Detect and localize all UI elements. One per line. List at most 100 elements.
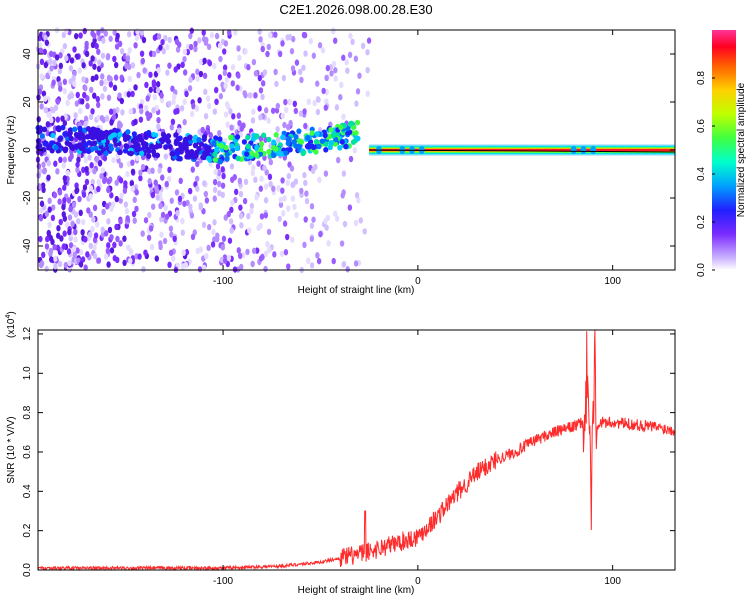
spectrogram-noise-cell — [189, 212, 195, 219]
spectrogram-noise-cell — [347, 204, 353, 211]
spectrogram-signal-cell — [117, 131, 123, 138]
spectrogram-signal-cell — [37, 142, 43, 149]
spectrogram-signal-cell — [83, 142, 89, 148]
spectrogram-noise-cell — [156, 33, 162, 40]
spectrogram-noise-cell — [285, 34, 290, 41]
snr-y-scale-base: (x10 — [6, 318, 17, 338]
spectrogram-signal-cell — [163, 144, 169, 150]
spectrogram-noise-cell — [102, 85, 108, 92]
spectrogram-noise-cell — [303, 179, 308, 187]
colorbar-ticks: 0.0 0.2 0.4 0.6 0.8 — [696, 71, 715, 277]
spectrogram-signal-cell — [89, 141, 95, 147]
spectrogram-noise-cell — [62, 42, 68, 50]
spectrogram-noise-cell — [58, 156, 63, 164]
spectrogram-noise-cell — [238, 212, 244, 220]
spectrogram-noise-cell — [189, 27, 194, 34]
snr-y-ticks: 0.0 0.2 0.4 0.6 0.8 1.0 1.2 — [22, 327, 675, 577]
spectrogram-signal-cell — [313, 139, 319, 145]
spectrogram-y-tick-label: 20 — [22, 96, 33, 108]
spectrogram-noise-cell — [48, 250, 53, 258]
spectrogram-noise-cell — [118, 197, 123, 204]
colorbar-tick-label: 0.4 — [696, 167, 707, 181]
spectrogram-signal-cell — [305, 142, 312, 149]
spectrogram-noise-cell — [75, 91, 80, 99]
spectrogram-noise-cell — [67, 259, 72, 267]
spectrogram-noise-cell — [260, 45, 265, 53]
spectrogram-noise-cell — [220, 191, 225, 199]
spectrogram-signal-cell — [293, 134, 299, 140]
spectrogram-noise-cell — [276, 136, 281, 143]
spectrogram-signal-cell — [161, 134, 168, 140]
spectrogram-noise-cell — [286, 205, 291, 212]
spectrogram-noise-cell — [125, 215, 130, 222]
spectrogram-noise-cell — [92, 204, 98, 212]
figure-title: C2E1.2026.098.00.28.E30 — [279, 2, 432, 17]
spectrogram-noise-cell — [118, 218, 123, 225]
spectrogram-noise-cell — [342, 220, 348, 228]
spectrogram-signal-cell — [305, 135, 311, 141]
spectrogram-noise-cell — [290, 195, 296, 202]
spectrogram-noise-cell — [140, 230, 145, 237]
spectrogram-noise-cell — [165, 43, 170, 51]
spectrogram-noise-cell — [267, 173, 273, 181]
spectrogram-noise-cell — [77, 195, 82, 203]
spectrogram-noise-cell — [109, 234, 114, 241]
spectrogram-noise-cell — [115, 256, 120, 264]
spectrogram-noise-cell — [249, 207, 254, 215]
spectrogram-noise-cell — [323, 170, 329, 177]
spectrogram-noise-cell — [68, 242, 74, 249]
spectrogram-noise-cell — [158, 202, 163, 210]
spectrogram-signal-cell — [309, 130, 315, 136]
spectrogram-noise-cell — [224, 76, 230, 83]
spectrogram-noise-cell — [212, 62, 217, 70]
spectrogram-noise-cell — [195, 185, 200, 192]
spectrogram-noise-cell — [353, 219, 359, 227]
spectrogram-noise-cell — [130, 168, 136, 175]
spectrogram-noise-cell — [263, 212, 269, 219]
spectrogram-noise-cell — [88, 185, 94, 192]
spectrogram-signal-cell — [182, 136, 189, 143]
spectrogram-signal-cell — [245, 143, 251, 150]
spectrogram-noise-cell — [341, 260, 347, 268]
spectrogram-noise-cell — [171, 255, 176, 262]
spectrogram-center-line — [369, 149, 676, 153]
spectrogram-noise-cell — [37, 88, 43, 95]
spectrogram-noise-cell — [65, 221, 70, 228]
spectrogram-noise-cell — [82, 91, 87, 99]
spectrogram-noise-cell — [80, 256, 86, 263]
spectrogram-noise-cell — [61, 203, 66, 211]
spectrogram-noise-cell — [281, 210, 286, 217]
spectrogram-signal-cell — [146, 153, 152, 159]
spectrogram-noise-cell — [65, 169, 71, 177]
spectrogram-noise-cell — [280, 112, 285, 120]
spectrogram-noise-cell — [274, 80, 279, 88]
spectrogram-noise-cell — [71, 245, 77, 253]
spectrogram-signal-cell — [67, 130, 73, 136]
spectrogram-noise-cell — [220, 182, 226, 189]
spectrogram-noise-cell — [303, 50, 308, 57]
spectrogram-noise-cell — [267, 32, 273, 39]
spectrogram-noise-cell — [257, 105, 262, 112]
spectrogram-noise-cell — [80, 98, 85, 105]
spectrogram-noise-cell — [66, 248, 72, 255]
spectrogram-noise-cell — [166, 175, 172, 183]
spectrogram-noise-cell — [141, 36, 147, 44]
spectrogram-noise-cell — [53, 160, 58, 167]
snr-y-scale: (x104) — [5, 311, 17, 338]
spectrogram-noise-cell — [54, 54, 60, 61]
spectrogram-noise-cell — [60, 115, 65, 122]
spectrogram-noise-cell — [44, 39, 50, 46]
spectrogram-noise-cell — [39, 58, 45, 66]
spectrogram-noise-cell — [197, 97, 202, 104]
spectrogram-noise-cell — [139, 29, 145, 36]
spectrogram-noise-cell — [74, 32, 79, 40]
spectrogram-noise-cell — [88, 193, 93, 200]
spectrogram-signal-cell — [146, 129, 152, 136]
spectrogram-noise-cell — [238, 190, 244, 198]
spectrogram-noise-cell — [180, 229, 186, 236]
spectrogram-x-tick-label: -100 — [213, 276, 233, 287]
spectrogram-noise-cell — [299, 76, 304, 84]
spectrogram-noise-cell — [197, 266, 203, 273]
spectrogram-signal-cell — [85, 133, 91, 140]
